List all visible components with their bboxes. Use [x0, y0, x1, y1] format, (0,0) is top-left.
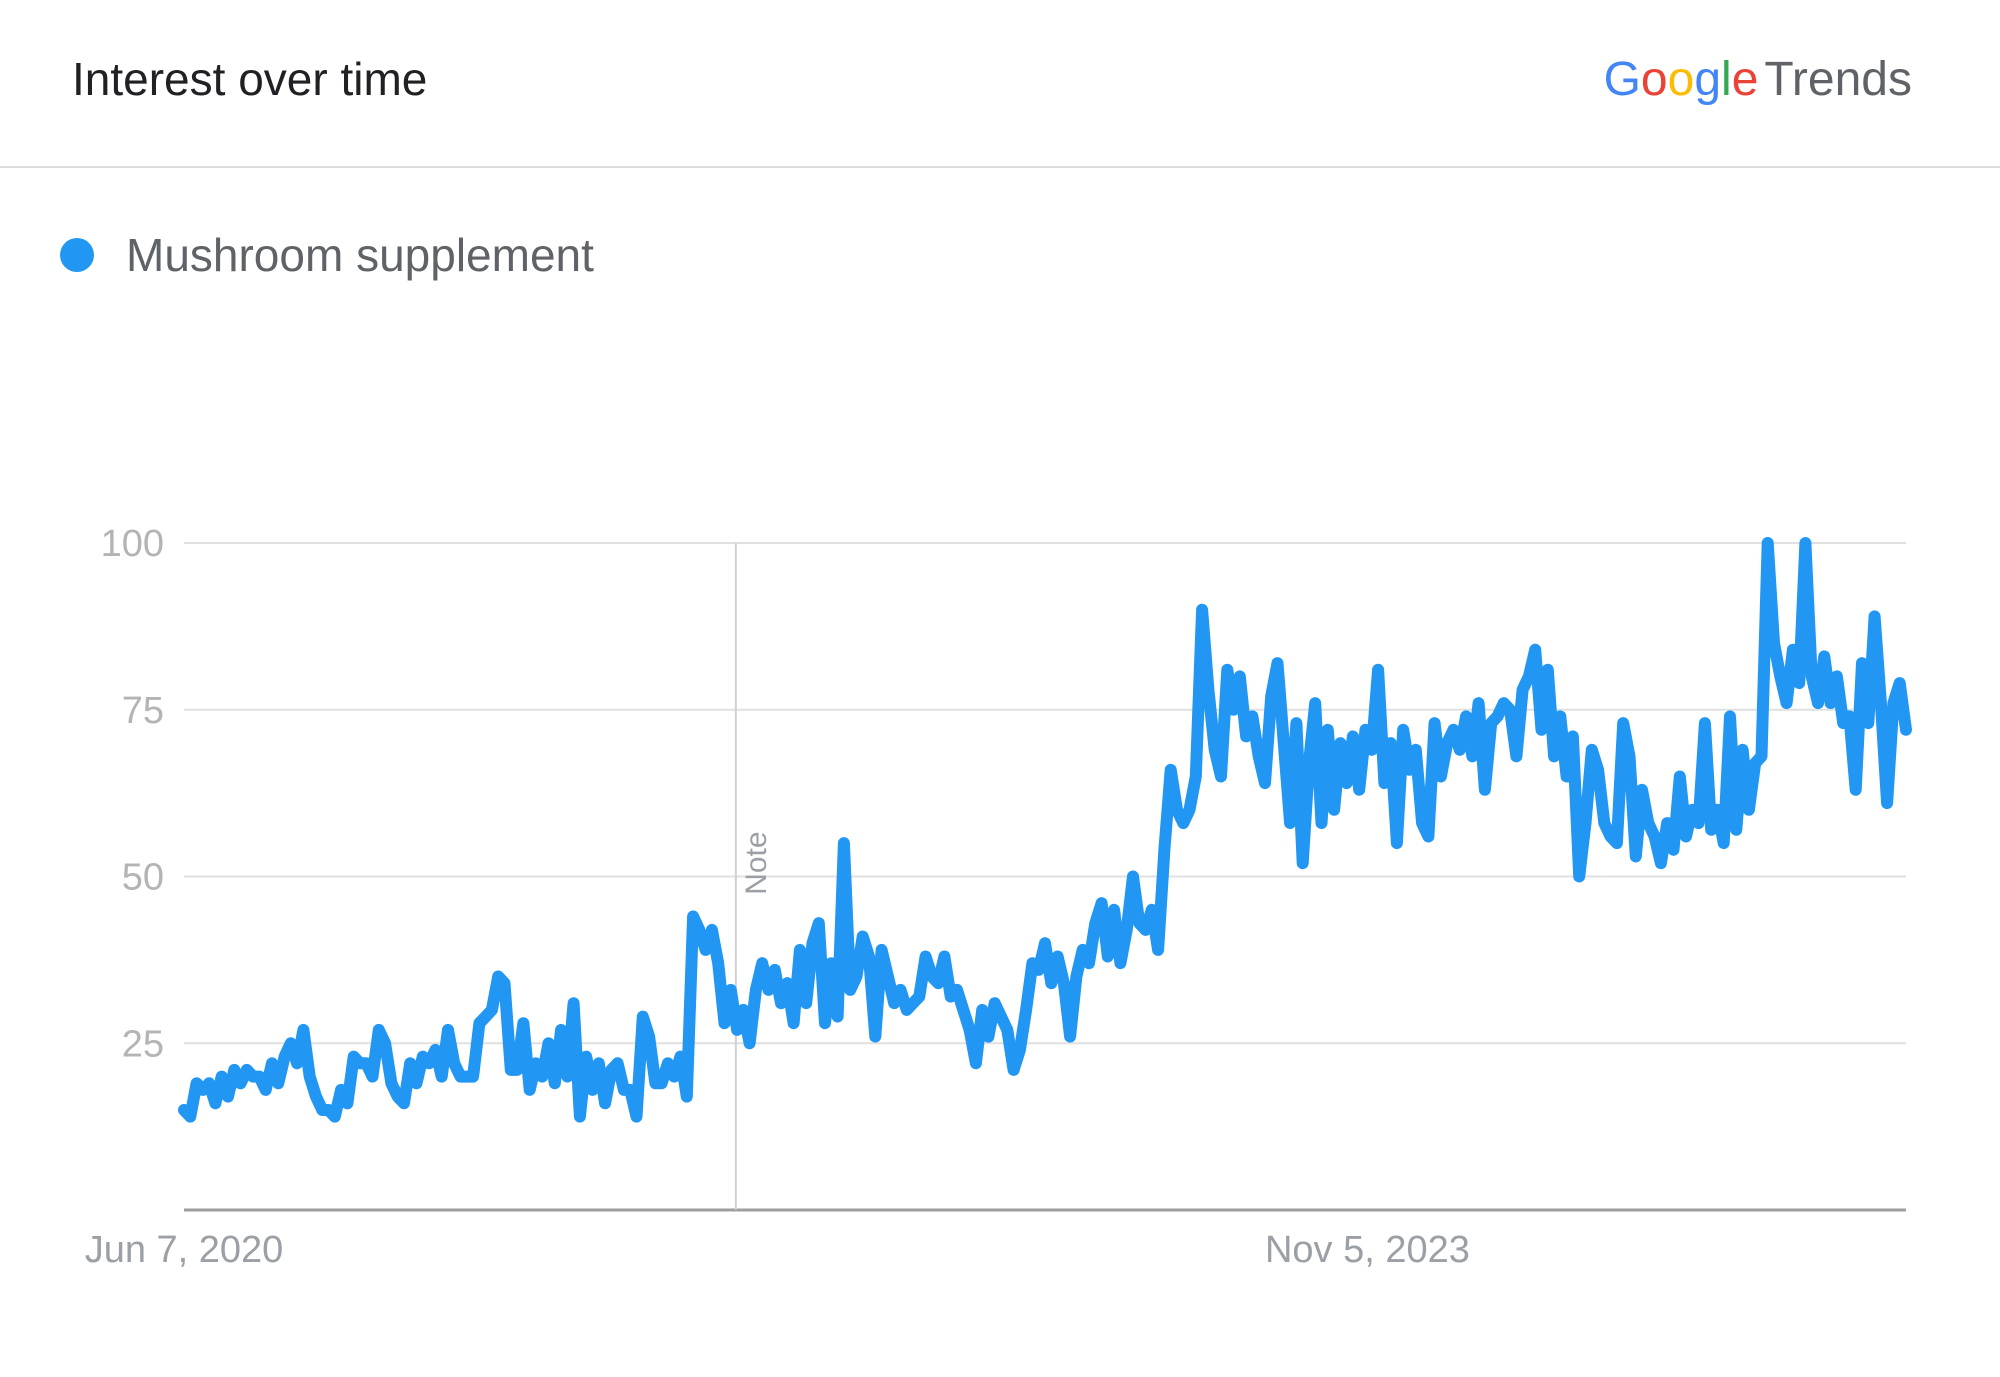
- logo-product-name: Trends: [1764, 53, 1912, 106]
- logo-letter: g: [1694, 53, 1722, 106]
- legend-series-dot-icon: [60, 238, 94, 272]
- logo-letter: o: [1667, 53, 1695, 106]
- note-label: Note: [740, 831, 773, 894]
- legend: Mushroom supplement: [60, 228, 594, 282]
- y-tick-label: 50: [122, 857, 164, 899]
- legend-series-label: Mushroom supplement: [126, 229, 594, 281]
- x-tick-label: Jun 7, 2020: [85, 1229, 284, 1271]
- note-annotation: Note: [734, 543, 773, 1210]
- gridlines: [184, 542, 1906, 1045]
- chart-header: Interest over time Google Trends: [0, 0, 2000, 168]
- logo-letter: l: [1721, 53, 1732, 106]
- y-tick-label: 75: [122, 690, 164, 732]
- y-axis-ticks: 25 50 75 100: [101, 523, 164, 1065]
- y-tick-label: 100: [101, 523, 164, 565]
- chart-title: Interest over time: [72, 53, 428, 105]
- logo-letter: o: [1640, 53, 1668, 106]
- x-tick-label: Nov 5, 2023: [1265, 1229, 1470, 1271]
- logo-letter: G: [1603, 53, 1641, 106]
- logo-letter: e: [1731, 53, 1759, 106]
- google-trends-logo: Google Trends: [1604, 52, 1912, 107]
- series-line: [178, 537, 1912, 1123]
- y-tick-label: 25: [122, 1023, 164, 1065]
- series-group: [178, 537, 1912, 1123]
- x-axis-ticks: Jun 7, 2020 Nov 5, 2023: [85, 1229, 1470, 1271]
